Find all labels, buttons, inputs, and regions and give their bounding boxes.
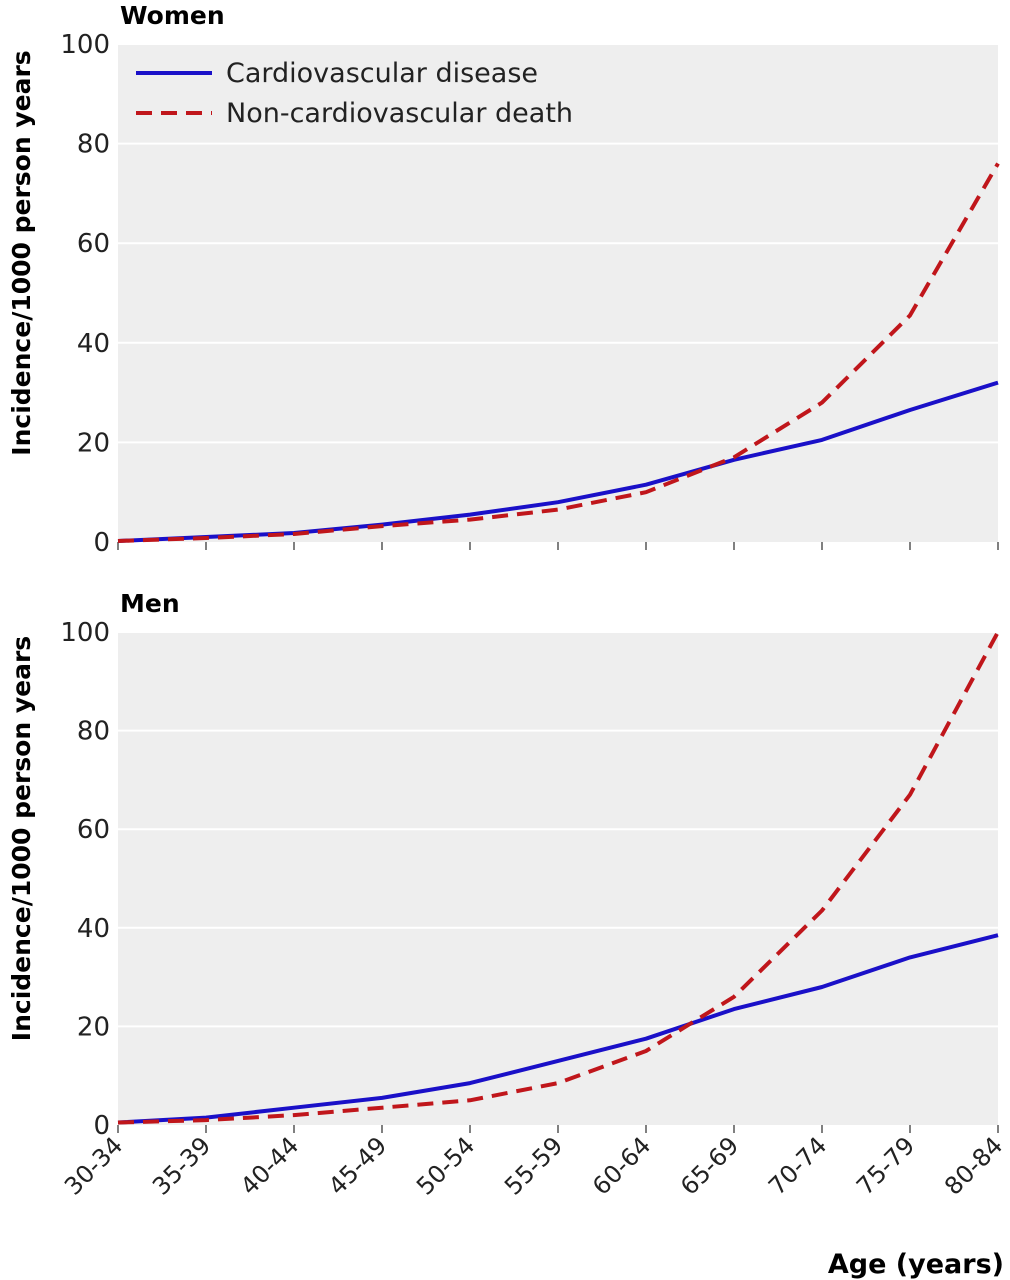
men-x-tick-label-65-69: 65-69 — [675, 1131, 744, 1200]
men-x-tick-label-40-44: 40-44 — [235, 1131, 304, 1200]
men-plot-background — [118, 632, 998, 1125]
men-x-tick-label-35-39: 35-39 — [147, 1131, 216, 1200]
men-panel-title: Men — [120, 589, 180, 618]
men-y-tick-label-60: 60 — [77, 815, 110, 845]
legend-label-non-cardiovascular-death: Non-cardiovascular death — [226, 98, 573, 129]
women-y-tick-label-40: 40 — [77, 329, 110, 359]
women-y-tick-label-100: 100 — [60, 30, 110, 60]
men-x-tick-label-50-54: 50-54 — [411, 1131, 480, 1200]
women-y-tick-label-20: 20 — [77, 428, 110, 458]
men-y-tick-label-0: 0 — [93, 1111, 110, 1141]
men-series-cardiovascular-disease — [117, 933, 999, 1125]
women-series-cardiovascular-disease — [117, 380, 999, 543]
men-x-tick-label-70-74: 70-74 — [763, 1131, 832, 1200]
women-y-tick-label-60: 60 — [77, 229, 110, 259]
women-y-tick-label-0: 0 — [93, 528, 110, 558]
men-x-tick-label-45-49: 45-49 — [323, 1131, 392, 1200]
women-y-tick-label-80: 80 — [77, 130, 110, 160]
men-panel: 0 20 40 60 80 100 Men Incidence/1000 person yea… — [7, 589, 1008, 1280]
women-plot-background — [118, 44, 998, 542]
women-y-axis-label: Incidence/1000 person years — [7, 50, 36, 455]
men-y-tick-label-20: 20 — [77, 1012, 110, 1042]
men-x-tick-label-55-59: 55-59 — [499, 1131, 568, 1200]
men-series-non-cardiovascular-death — [117, 631, 1000, 1125]
men-y-axis-label: Incidence/1000 person years — [7, 636, 36, 1041]
men-y-tick-label-40: 40 — [77, 914, 110, 944]
women-panel-title: Women — [120, 1, 225, 30]
legend-label-cardiovascular-disease: Cardiovascular disease — [226, 58, 538, 89]
men-x-tick-label-80-84: 80-84 — [939, 1131, 1008, 1200]
men-x-tick-label-30-34: 30-34 — [59, 1131, 128, 1200]
men-y-tick-label-100: 100 — [60, 618, 110, 648]
women-panel: 0 20 40 60 80 100 Women Incidence/1000 person y… — [7, 1, 1000, 558]
men-y-tick-label-80: 80 — [77, 717, 110, 747]
men-x-tick-label-60-64: 60-64 — [587, 1131, 656, 1200]
men-x-axis-label: Age (years) — [828, 1249, 1004, 1280]
men-x-tick-label-75-79: 75-79 — [851, 1131, 920, 1200]
